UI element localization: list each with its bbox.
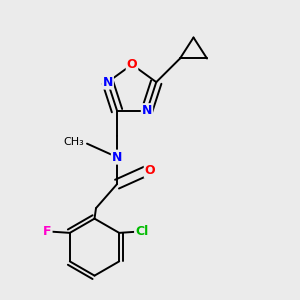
Text: CH₃: CH₃: [63, 137, 84, 147]
Text: F: F: [43, 225, 52, 238]
Text: N: N: [112, 151, 122, 164]
Text: Cl: Cl: [135, 225, 148, 238]
Text: O: O: [145, 164, 155, 177]
Text: O: O: [127, 58, 137, 71]
Text: N: N: [142, 104, 152, 117]
Text: N: N: [103, 76, 113, 88]
